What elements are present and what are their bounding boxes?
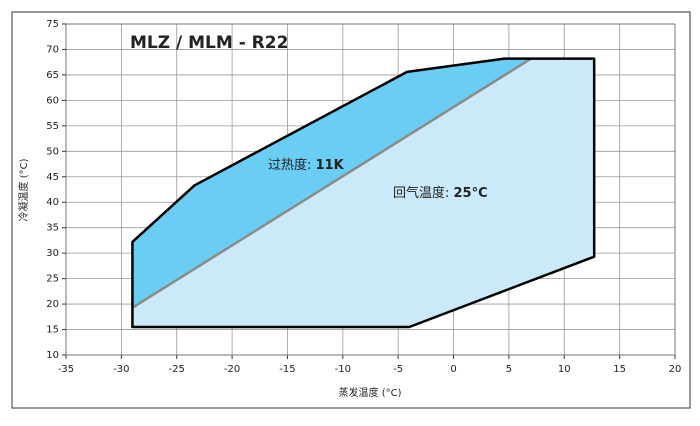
marks [131, 57, 596, 329]
y-axis-label: 冷凝温度 (°C) [17, 158, 30, 221]
x-tick-label: -15 [279, 364, 295, 375]
y-tick-label: 60 [46, 95, 59, 106]
y-tick-label: 10 [46, 350, 59, 361]
y-tick-label: 15 [46, 325, 59, 336]
y-tick-label: 35 [46, 223, 59, 234]
x-tick-label: 15 [613, 364, 626, 375]
x-tick-label: -25 [169, 364, 185, 375]
y-tick-label: 75 [46, 19, 59, 30]
x-axis-label: 蒸发温度 (°C) [339, 386, 402, 399]
y-tick-label: 65 [46, 70, 59, 81]
chart-title: MLZ / MLM - R22 [130, 33, 288, 53]
x-tick-label: -35 [58, 364, 74, 375]
y-tick-label: 40 [46, 197, 59, 208]
y-tick-label: 25 [46, 274, 59, 285]
y-tick-label: 55 [46, 121, 59, 132]
x-tick-label: -5 [393, 364, 403, 375]
frame [11, 11, 691, 409]
annotation-value: 25°C [454, 186, 488, 201]
labels: -35 -30 -25 -20 -15 -10 -5 0 5 10 15 20 10 15 20 25 30 35… [46, 19, 681, 375]
x-tick-label: 20 [669, 364, 682, 375]
x-tick-label: 10 [558, 364, 571, 375]
annotation: 回气温度: 25°C [393, 185, 488, 201]
plot-border [65, 23, 676, 356]
x-tick-label: 0 [450, 364, 456, 375]
x-tick-label: -20 [224, 364, 240, 375]
x-tick-label: 5 [506, 364, 512, 375]
y-tick-label: 70 [46, 44, 59, 55]
envelope-region [132, 58, 595, 327]
envelope-outline [131, 57, 596, 329]
annotation-value: 11K [316, 158, 345, 173]
y-tick-label: 20 [46, 299, 59, 310]
annotation: 过热度: 11K [268, 157, 345, 173]
superheat-line [131, 57, 532, 309]
y-tick-label: 45 [46, 172, 59, 183]
annotation-label: 过热度: [268, 157, 316, 173]
y-tick-label: 30 [46, 248, 59, 259]
x-tick-label: -10 [335, 364, 351, 375]
annotation-label: 回气温度: [393, 185, 454, 201]
x-tick-label: -30 [113, 364, 129, 375]
y-tick-label: 50 [46, 146, 59, 157]
